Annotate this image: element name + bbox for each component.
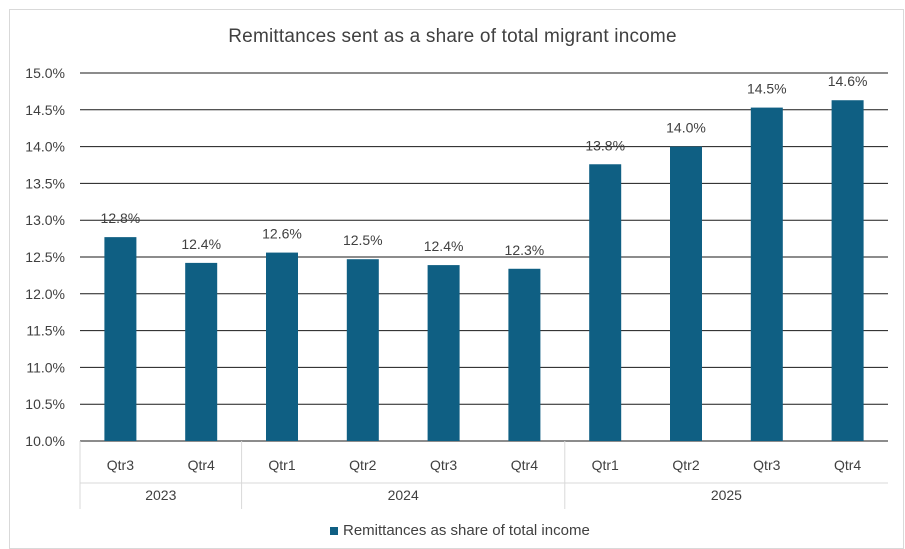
bar [750, 107, 783, 441]
y-tick-label: 13.0% [25, 212, 65, 228]
group-label: 2024 [388, 487, 419, 503]
x-tick-label: Qtr1 [268, 457, 295, 473]
bar [185, 262, 218, 441]
legend-label: Remittances as share of total income [343, 522, 590, 539]
y-tick-label: 10.5% [25, 396, 65, 412]
chart-plot: 10.0% 10.5% 11.0% 11.5% 12.0% 12.5% 13.0% 13.5%… [25, 65, 888, 509]
x-tick-label: Qtr3 [430, 457, 457, 473]
bar [427, 265, 460, 441]
x-tick-label: Qtr4 [834, 457, 861, 473]
chart-title: Remittances sent as a share of total mig… [228, 26, 677, 47]
group-label: 2025 [711, 487, 742, 503]
data-label: 12.5% [343, 232, 383, 248]
bar [346, 259, 379, 441]
data-label: 12.6% [262, 226, 302, 242]
bar [831, 100, 864, 442]
y-tick-label: 12.5% [25, 249, 65, 265]
y-tick-label: 12.0% [25, 286, 65, 302]
y-tick-label: 14.5% [25, 102, 65, 118]
y-tick-label: 13.5% [25, 175, 65, 191]
data-label: 14.0% [666, 120, 706, 136]
legend-swatch [330, 527, 338, 536]
x-tick-label: Qtr4 [188, 457, 215, 473]
bar [589, 164, 622, 441]
y-tick-label: 14.0% [25, 139, 65, 155]
data-label: 12.4% [181, 236, 221, 252]
y-tick-label: 11.0% [26, 359, 65, 375]
data-label: 13.8% [585, 137, 625, 153]
x-tick-label: Qtr1 [592, 457, 619, 473]
data-label: 14.5% [747, 81, 787, 97]
data-label: 12.8% [101, 210, 141, 226]
legend: Remittances as share of total income [330, 522, 590, 539]
group-label: 2023 [145, 487, 176, 503]
data-label: 12.3% [505, 242, 545, 258]
bar [508, 268, 541, 441]
bar [670, 146, 702, 441]
y-tick-label: 15.0% [25, 65, 65, 81]
bar [104, 237, 137, 441]
y-tick-label: 11.5% [26, 323, 65, 339]
x-tick-label: Qtr2 [672, 457, 699, 473]
x-tick-label: Qtr2 [349, 457, 376, 473]
data-label: 12.4% [424, 238, 464, 254]
data-label: 14.6% [828, 73, 868, 89]
x-tick-label: Qtr3 [107, 457, 134, 473]
x-tick-label: Qtr3 [753, 457, 780, 473]
y-tick-label: 10.0% [25, 433, 65, 449]
x-tick-label: Qtr4 [511, 457, 538, 473]
bar [266, 252, 298, 441]
